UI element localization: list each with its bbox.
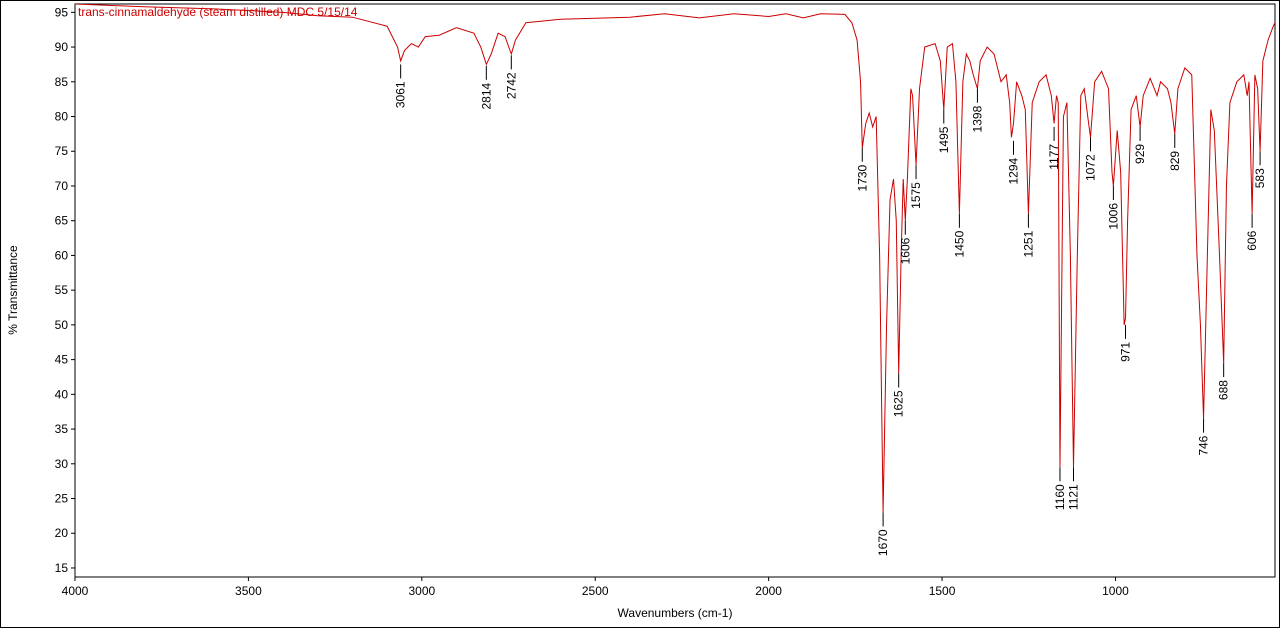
x-tick-label: 1500	[929, 584, 956, 598]
y-tick-label: 35	[55, 422, 69, 436]
peak-label: 1606	[898, 237, 912, 264]
peak-label: 1294	[1006, 158, 1020, 185]
peak-label: 688	[1217, 380, 1231, 400]
x-axis-label: Wavenumbers (cm-1)	[618, 606, 733, 620]
x-tick-label: 2500	[582, 584, 609, 598]
peak-label: 1398	[970, 105, 984, 132]
spectrum-line	[75, 4, 1275, 513]
peak-label: 1160	[1053, 484, 1067, 510]
y-tick-label: 40	[55, 387, 69, 401]
peak-label: 1121	[1066, 484, 1080, 510]
peak-label: 2814	[479, 82, 493, 109]
y-tick-label: 50	[55, 318, 69, 332]
plot-area: 3061 2814 2742 1730 1670 1625 1606 1575 1495 1450…	[75, 4, 1275, 556]
y-tick-label: 85	[55, 75, 69, 89]
peak-label: 1177	[1047, 144, 1061, 170]
peak-label: 1251	[1021, 230, 1035, 257]
y-tick-label: 20	[55, 526, 69, 540]
peak-label: 606	[1245, 230, 1259, 250]
y-tick-label: 30	[55, 457, 69, 471]
y-tick-label: 55	[55, 283, 69, 297]
peak-label: 829	[1168, 151, 1182, 171]
y-tick-label: 60	[55, 248, 69, 262]
peak-label: 2742	[504, 72, 518, 99]
plot-frame	[74, 3, 1276, 578]
peak-label: 1730	[855, 164, 869, 191]
peak-label: 1625	[892, 390, 906, 417]
peak-label: 1495	[937, 126, 951, 153]
x-tick-label: 3500	[235, 584, 262, 598]
peak-label: 1450	[952, 230, 966, 257]
peak-label: 1006	[1106, 203, 1120, 230]
x-tick-label: 2000	[755, 584, 782, 598]
peak-label: 746	[1197, 435, 1211, 455]
y-tick-label: 25	[55, 492, 69, 506]
y-tick-label: 70	[55, 179, 69, 193]
y-tick-label: 95	[55, 5, 69, 19]
x-tick-label: 4000	[62, 584, 89, 598]
y-tick-label: 75	[55, 144, 69, 158]
y-tick-label: 15	[55, 561, 69, 575]
x-tick-label: 1000	[1102, 584, 1129, 598]
peak-label: 1072	[1083, 154, 1097, 181]
peak-label: 583	[1253, 168, 1267, 188]
y-tick-label: 45	[55, 353, 69, 367]
chart-title: trans-cinnamaldehyde (steam distilled) M…	[78, 5, 358, 19]
x-tick-label: 3000	[408, 584, 435, 598]
peak-label: 1670	[876, 529, 890, 556]
y-tick-label: 65	[55, 214, 69, 228]
peak-label: 1575	[909, 182, 923, 209]
y-axis-label: % Transmittance	[6, 245, 20, 335]
y-tick-label: 80	[55, 110, 69, 124]
y-tick-label: 90	[55, 40, 69, 54]
peak-label: 971	[1119, 342, 1133, 362]
peak-label: 929	[1133, 144, 1147, 164]
peak-label: 3061	[394, 81, 408, 108]
